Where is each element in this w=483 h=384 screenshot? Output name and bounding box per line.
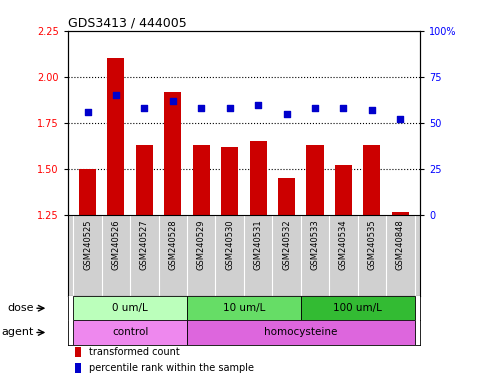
Text: GDS3413 / 444005: GDS3413 / 444005 — [68, 17, 186, 30]
Text: GSM240528: GSM240528 — [169, 219, 177, 270]
Point — [198, 105, 205, 111]
Bar — [75, 347, 81, 357]
Point — [340, 105, 347, 111]
Bar — [187, 296, 301, 320]
Text: GSM240848: GSM240848 — [396, 219, 405, 270]
Text: 0 um/L: 0 um/L — [113, 303, 148, 313]
Bar — [73, 296, 187, 320]
Text: GSM240534: GSM240534 — [339, 219, 348, 270]
Text: control: control — [112, 328, 148, 338]
Bar — [187, 320, 414, 344]
Text: dose: dose — [8, 303, 34, 313]
Bar — [335, 166, 352, 215]
Text: GSM240533: GSM240533 — [311, 219, 319, 270]
Bar — [278, 179, 295, 215]
Text: 100 um/L: 100 um/L — [333, 303, 382, 313]
Text: GSM240531: GSM240531 — [254, 219, 263, 270]
Bar — [73, 320, 187, 344]
Text: transformed count: transformed count — [89, 347, 180, 357]
Bar — [75, 363, 81, 373]
Bar — [107, 58, 125, 215]
Text: GSM240527: GSM240527 — [140, 219, 149, 270]
Text: percentile rank within the sample: percentile rank within the sample — [89, 363, 254, 373]
Point — [141, 105, 148, 111]
Point — [311, 105, 319, 111]
Point — [84, 109, 91, 115]
Bar — [221, 147, 238, 215]
Bar — [307, 145, 324, 215]
Text: GSM240532: GSM240532 — [282, 219, 291, 270]
Point — [169, 98, 177, 104]
Text: GSM240525: GSM240525 — [83, 219, 92, 270]
Point — [283, 111, 290, 117]
Bar — [363, 145, 381, 215]
Text: GSM240530: GSM240530 — [225, 219, 234, 270]
Text: homocysteine: homocysteine — [264, 328, 338, 338]
Text: GSM240535: GSM240535 — [368, 219, 376, 270]
Bar — [301, 296, 414, 320]
Point — [368, 107, 376, 113]
Bar — [79, 169, 96, 215]
Bar — [136, 145, 153, 215]
Bar — [193, 145, 210, 215]
Point — [397, 116, 404, 122]
Point — [254, 101, 262, 108]
Text: agent: agent — [2, 328, 34, 338]
Bar — [164, 92, 181, 215]
Text: GSM240529: GSM240529 — [197, 219, 206, 270]
Point — [226, 105, 234, 111]
Bar — [250, 141, 267, 215]
Point — [112, 92, 120, 98]
Text: 10 um/L: 10 um/L — [223, 303, 265, 313]
Bar — [392, 212, 409, 215]
Text: GSM240526: GSM240526 — [112, 219, 120, 270]
